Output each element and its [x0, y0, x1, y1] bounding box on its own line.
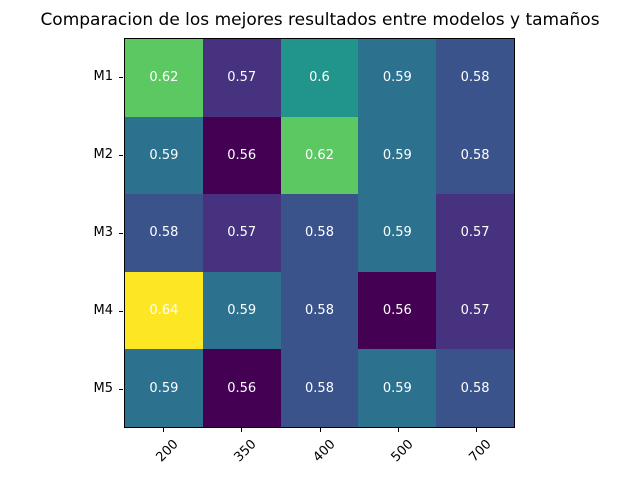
heatmap-cell-M2-400: 0.62 [280, 116, 359, 195]
x-tick-label-700: 700 [466, 437, 495, 466]
heatmap-cell-M4-700: 0.57 [436, 271, 514, 350]
y-tick-mark [119, 389, 123, 390]
x-tick-mark [475, 428, 477, 432]
heatmap-cell-M3-350: 0.57 [202, 194, 281, 272]
heatmap-plot: 0.62 0.57 0.6 0.59 0.58 0.59 0.56 0.62 0.59 0.58 0… [124, 38, 515, 428]
y-tick-label-M5: M5 [93, 381, 114, 396]
heatmap-cell-M4-500: 0.56 [358, 271, 437, 350]
heatmap-cell-M1-500: 0.59 [358, 39, 437, 117]
heatmap-cell-M2-500: 0.59 [358, 116, 437, 195]
heatmap-cell-M4-200: 0.64 [125, 271, 203, 350]
heatmap-cell-M3-400: 0.58 [280, 194, 359, 272]
heatmap-cell-M1-350: 0.57 [202, 39, 281, 117]
heatmap-cell-M4-350: 0.59 [202, 271, 281, 350]
y-tick-label-M4: M4 [93, 303, 114, 318]
y-tick-label-M1: M1 [93, 69, 114, 84]
y-tick-mark [119, 77, 123, 78]
y-tick-label-M3: M3 [93, 225, 114, 240]
heatmap-cell-M3-500: 0.59 [358, 194, 437, 272]
x-tick-mark [241, 428, 243, 432]
heatmap-cell-M5-700: 0.58 [436, 349, 514, 427]
heatmap-cell-M1-400: 0.6 [280, 39, 359, 117]
heatmap-cell-M5-350: 0.56 [202, 349, 281, 427]
heatmap-cell-M4-400: 0.58 [280, 271, 359, 350]
x-tick-label-400: 400 [309, 437, 339, 466]
heatmap-cell-M2-200: 0.59 [125, 116, 203, 195]
heatmap-cell-M1-700: 0.58 [436, 39, 514, 117]
heatmap-cell-M3-200: 0.58 [125, 194, 203, 272]
x-tick-mark [319, 428, 321, 432]
heatmap-cell-M2-700: 0.58 [436, 116, 514, 195]
y-tick-mark [119, 155, 123, 156]
y-tick-mark [119, 233, 123, 234]
heatmap-cell-M5-200: 0.59 [125, 349, 203, 427]
heatmap-cell-M1-200: 0.62 [125, 39, 203, 117]
y-tick-label-M2: M2 [93, 147, 114, 162]
heatmap-cell-M5-400: 0.58 [280, 349, 359, 427]
x-tick-label-200: 200 [153, 437, 182, 466]
x-tick-label-500: 500 [388, 437, 417, 466]
y-tick-mark [119, 311, 123, 312]
heatmap-cell-M2-350: 0.56 [202, 116, 281, 195]
heatmap-cell-M3-700: 0.57 [436, 194, 514, 272]
x-tick-label-350: 350 [231, 437, 260, 466]
x-tick-mark [163, 428, 165, 432]
chart-title: Comparacion de los mejores resultados en… [40, 10, 600, 30]
x-tick-mark [397, 428, 399, 432]
heatmap-cell-M5-500: 0.59 [358, 349, 437, 427]
